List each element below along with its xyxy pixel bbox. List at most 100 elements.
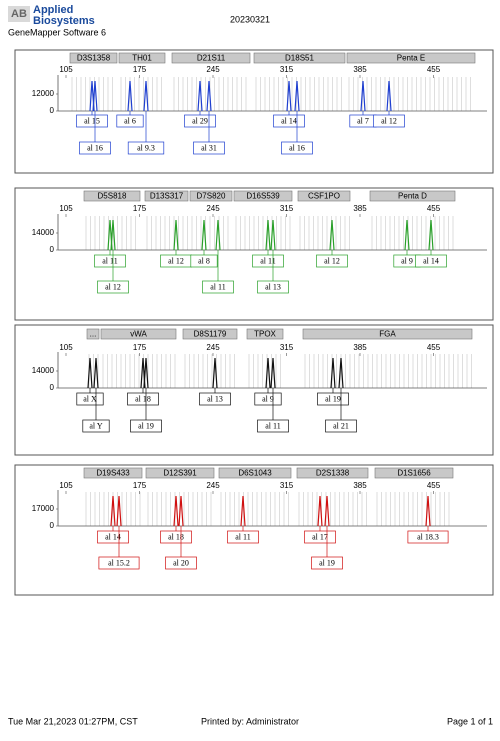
allele-box — [127, 392, 159, 406]
peak — [178, 495, 184, 527]
marker-label: TPOX — [254, 330, 276, 339]
marker-box — [253, 52, 346, 64]
marker-label: D18S51 — [285, 54, 314, 63]
marker-label: D21S11 — [197, 54, 226, 63]
allele-box — [98, 556, 140, 570]
x-tick-label: 315 — [280, 65, 294, 74]
allele-label: al X — [83, 394, 97, 403]
allele-box — [76, 392, 104, 406]
panel-frame — [14, 464, 494, 596]
allele-box — [97, 280, 129, 294]
allele-box — [257, 419, 289, 433]
marker-label: D6S1043 — [238, 469, 272, 478]
x-tick-label: 455 — [427, 343, 441, 352]
peak — [173, 495, 179, 527]
peak — [173, 219, 179, 251]
marker-box — [144, 190, 189, 202]
y-tick-label: 0 — [50, 521, 55, 530]
peak — [110, 219, 116, 251]
allele-label: al 11 — [265, 421, 280, 430]
marker-label: FGA — [379, 330, 396, 339]
allele-box — [281, 141, 313, 155]
page-number: Page 1 of 1 — [447, 716, 493, 726]
allele-label: al 14 — [423, 256, 439, 265]
allele-label: al 14 — [281, 116, 297, 125]
x-tick-label: 245 — [206, 481, 220, 490]
x-tick-label: 455 — [427, 481, 441, 490]
peak — [143, 357, 149, 389]
allele-box — [193, 141, 225, 155]
allele-label: al 18.3 — [417, 532, 439, 541]
allele-label: al 13 — [207, 394, 223, 403]
x-tick-label: 175 — [133, 65, 147, 74]
marker-label: D16S539 — [246, 192, 280, 201]
marker-box — [246, 328, 284, 340]
marker-label: TH01 — [132, 54, 152, 63]
x-tick-label: 105 — [59, 65, 73, 74]
x-tick-label: 175 — [133, 343, 147, 352]
allele-label: al 18 — [135, 394, 151, 403]
peak — [215, 219, 221, 251]
marker-box — [233, 190, 293, 202]
brand: Applied — [33, 4, 73, 16]
marker-label: D8S1179 — [194, 330, 227, 339]
marker-label: D12S391 — [163, 469, 197, 478]
y-tick-label: 0 — [50, 106, 55, 115]
peak — [127, 80, 133, 112]
peak — [270, 219, 276, 251]
software: GeneMapper Software 6 — [8, 27, 106, 37]
y-tick-label: 0 — [50, 245, 55, 254]
y-tick-label: 17000 — [32, 504, 55, 513]
x-tick-label: 315 — [280, 343, 294, 352]
peak — [265, 357, 271, 389]
allele-label: al 31 — [201, 143, 217, 152]
allele-label: al 12 — [105, 282, 121, 291]
peak — [93, 357, 99, 389]
allele-label: al 14 — [105, 532, 121, 541]
allele-label: al 21 — [333, 421, 349, 430]
peak — [324, 495, 330, 527]
peak — [317, 495, 323, 527]
allele-label: al 15.2 — [108, 558, 130, 567]
allele-label: al 9 — [401, 256, 413, 265]
x-tick-label: 385 — [353, 481, 367, 490]
allele-label: al 20 — [173, 558, 189, 567]
marker-label: D2S1338 — [316, 469, 350, 478]
peak — [425, 495, 431, 527]
marker-box — [145, 467, 215, 479]
allele-box — [160, 530, 192, 544]
allele-label: al 12 — [381, 116, 397, 125]
allele-label: al 12 — [168, 256, 184, 265]
x-tick-label: 315 — [280, 204, 294, 213]
allele-label: al 19 — [138, 421, 154, 430]
allele-label: al 19 — [319, 558, 335, 567]
allele-box — [373, 114, 405, 128]
marker-label: D19S433 — [96, 469, 130, 478]
allele-box — [76, 114, 108, 128]
x-tick-label: 105 — [59, 481, 73, 490]
x-tick-label: 385 — [353, 204, 367, 213]
x-tick-label: 315 — [280, 481, 294, 490]
y-tick-label: 14000 — [32, 228, 55, 237]
allele-label: al 11 — [260, 256, 275, 265]
peak — [92, 80, 98, 112]
peak — [286, 80, 292, 112]
allele-label: al 16 — [87, 143, 103, 152]
allele-label: al 16 — [289, 143, 305, 152]
peak — [212, 357, 218, 389]
marker-box — [83, 190, 141, 202]
allele-box — [254, 392, 282, 406]
y-tick-label: 0 — [50, 383, 55, 392]
allele-label: al 8 — [198, 256, 210, 265]
allele-label: al 7 — [357, 116, 369, 125]
x-tick-label: 245 — [206, 343, 220, 352]
marker-box — [302, 328, 473, 340]
allele-box — [304, 530, 336, 544]
peak — [206, 80, 212, 112]
marker-label: CSF1PO — [308, 192, 340, 201]
allele-label: al 15 — [84, 116, 100, 125]
allele-label: al 9 — [262, 394, 274, 403]
y-tick-label: 14000 — [32, 366, 55, 375]
x-tick-label: 105 — [59, 204, 73, 213]
